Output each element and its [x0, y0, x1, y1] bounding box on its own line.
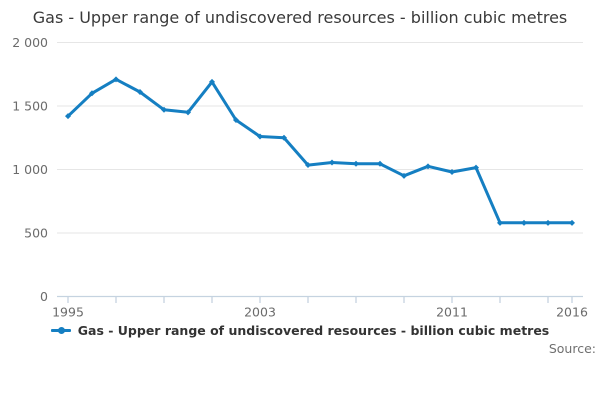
line-chart: 0 500 1 000 1 500 2 000 1995 2003 2011 2016 — [12, 35, 588, 320]
data-point-marker — [329, 159, 335, 166]
data-point-marker — [305, 162, 311, 169]
legend-line-marker-icon — [50, 326, 71, 334]
data-line — [66, 78, 574, 225]
y-axis-tick-label: 2 000 — [12, 35, 48, 50]
data-point-marker — [473, 164, 479, 171]
data-point-marker — [521, 220, 527, 227]
chart-title: Gas - Upper range of undiscovered resour… — [32, 8, 568, 27]
x-axis-tick-label: 2011 — [436, 305, 468, 320]
y-axis-tick-label: 500 — [24, 226, 48, 241]
data-point-marker — [89, 90, 95, 97]
data-point-marker — [401, 173, 407, 180]
y-axis-tick-label: 0 — [40, 289, 48, 304]
y-axis-tick-label: 1 500 — [12, 99, 48, 114]
x-axis-tick-label: 2003 — [244, 305, 276, 320]
data-point-marker — [569, 220, 575, 227]
x-axis-tick-label: 1995 — [52, 305, 84, 320]
data-point-marker — [65, 113, 71, 120]
data-point-marker — [113, 76, 119, 83]
source-label: Source: — [548, 341, 596, 357]
data-point-marker — [545, 220, 551, 227]
data-point-marker — [377, 161, 383, 168]
data-point-marker — [137, 89, 143, 96]
legend: Gas - Upper range of undiscovered resour… — [0, 322, 600, 338]
data-point-marker — [161, 107, 167, 114]
data-point-marker — [497, 220, 503, 227]
y-axis-tick-label: 1 000 — [12, 162, 48, 177]
data-point-marker — [353, 161, 359, 168]
data-point-marker — [425, 163, 431, 170]
data-point-marker — [257, 133, 263, 140]
x-axis-tick-label: 2016 — [556, 305, 588, 320]
legend-label: Gas - Upper range of undiscovered resour… — [77, 322, 550, 338]
data-point-marker — [185, 109, 191, 116]
data-point-marker — [281, 135, 287, 142]
data-point-marker — [209, 79, 215, 86]
data-point-marker — [449, 169, 455, 176]
data-point-marker — [233, 117, 239, 124]
